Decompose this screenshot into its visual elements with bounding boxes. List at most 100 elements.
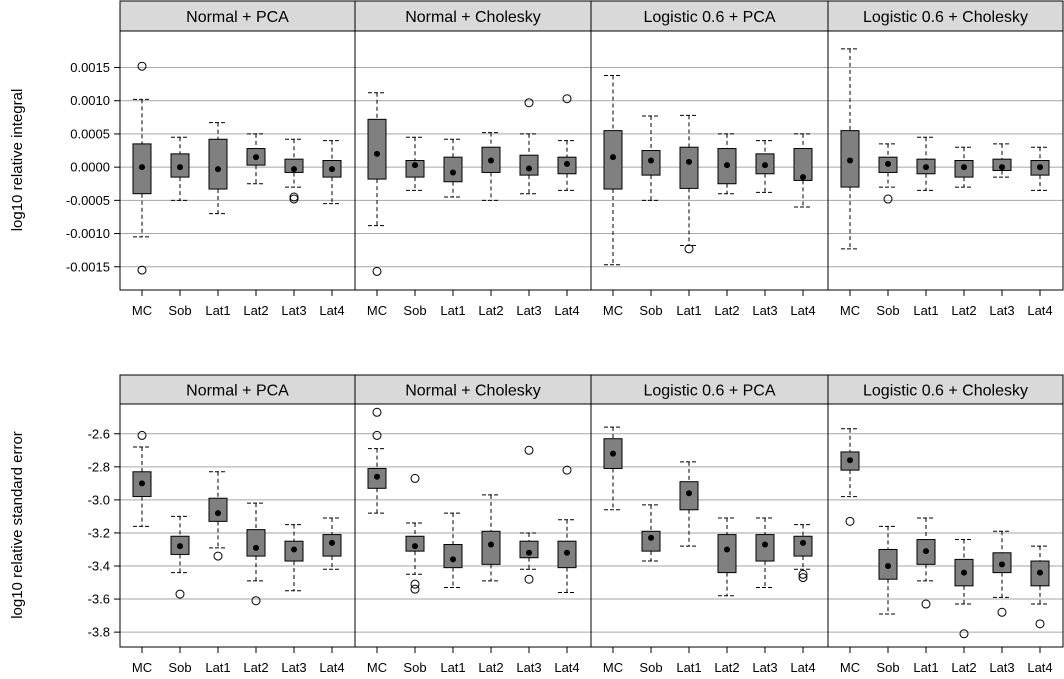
median-dot bbox=[1037, 164, 1043, 171]
box-body bbox=[519, 540, 539, 559]
box-mc bbox=[132, 430, 152, 527]
outlier-point bbox=[137, 430, 147, 440]
box-lat3 bbox=[519, 445, 539, 584]
outlier-point bbox=[372, 407, 382, 417]
median-dot bbox=[724, 546, 730, 553]
box-mc bbox=[367, 407, 387, 514]
median-dot bbox=[800, 174, 806, 181]
box-lat4 bbox=[557, 94, 577, 191]
outlier-point bbox=[137, 61, 147, 71]
panel-title: Logistic 0.6 + Cholesky bbox=[863, 383, 1028, 400]
box-lat3 bbox=[992, 143, 1012, 178]
median-dot bbox=[847, 457, 853, 464]
x-tick-label: Lat4 bbox=[1027, 303, 1052, 318]
box-sob bbox=[641, 504, 661, 562]
panel-title: Normal + PCA bbox=[186, 9, 289, 26]
box-body bbox=[793, 148, 813, 181]
plot-area bbox=[355, 404, 591, 647]
x-tick-label: Lat1 bbox=[676, 660, 701, 675]
median-dot bbox=[999, 561, 1005, 568]
median-dot bbox=[648, 157, 654, 164]
box-lat1 bbox=[916, 136, 936, 191]
median-dot bbox=[488, 541, 494, 548]
x-tick-label: Lat4 bbox=[554, 303, 579, 318]
median-dot bbox=[564, 549, 570, 556]
panel-2: Normal + Cholesky MC Sob Lat1 Lat2 Lat3 Lat4 bbox=[354, 374, 592, 675]
box-lat4 bbox=[322, 517, 342, 570]
box-lat2 bbox=[717, 133, 737, 195]
x-tick-label: Lat1 bbox=[440, 303, 465, 318]
panel-4: Logistic 0.6 + Cholesky MC Sob Lat1 Lat2 Lat3… bbox=[827, 374, 1064, 675]
outlier-point bbox=[372, 266, 382, 276]
x-tick-label: Lat3 bbox=[516, 303, 541, 318]
x-tick-label: Lat1 bbox=[676, 303, 701, 318]
median-dot bbox=[923, 164, 929, 171]
x-tick-label: MC bbox=[603, 303, 623, 318]
box-lat4 bbox=[793, 133, 813, 208]
box-mc bbox=[840, 428, 860, 526]
box-lat1 bbox=[916, 517, 936, 609]
median-dot bbox=[450, 556, 456, 563]
outlier-point bbox=[1035, 619, 1045, 629]
outlier-point bbox=[410, 473, 420, 483]
box-lat3 bbox=[755, 517, 775, 588]
box-lat2 bbox=[954, 539, 974, 639]
outlier-point bbox=[410, 584, 420, 594]
median-dot bbox=[329, 539, 335, 546]
box-lat3 bbox=[755, 140, 775, 193]
x-tick-label: Lat2 bbox=[478, 660, 503, 675]
box-body bbox=[367, 118, 387, 180]
panel-title: Logistic 0.6 + Cholesky bbox=[863, 9, 1028, 26]
y-tick-label: 0.0010 bbox=[70, 93, 110, 108]
box-body bbox=[208, 138, 228, 190]
y-axis-label: log10 relative integral bbox=[9, 89, 26, 232]
median-dot bbox=[139, 164, 145, 171]
outlier-point bbox=[562, 94, 572, 104]
median-dot bbox=[961, 164, 967, 171]
median-dot bbox=[885, 563, 891, 569]
x-tick-label: MC bbox=[840, 303, 860, 318]
outlier-point bbox=[845, 516, 855, 526]
y-tick-label: -0.0010 bbox=[66, 226, 110, 241]
x-tick-label: Lat3 bbox=[281, 303, 306, 318]
x-tick-label: Sob bbox=[639, 660, 662, 675]
x-tick-label: Lat4 bbox=[790, 660, 815, 675]
box-lat4 bbox=[1030, 146, 1050, 191]
panel-strip bbox=[590, 0, 829, 32]
box-lat1 bbox=[208, 122, 228, 215]
median-dot bbox=[253, 154, 259, 161]
panel-2: Normal + Cholesky MC Sob Lat1 Lat2 Lat3 Lat4 bbox=[354, 0, 592, 318]
box-body bbox=[717, 534, 737, 574]
plot-area bbox=[120, 31, 355, 290]
x-tick-label: Lat2 bbox=[714, 660, 739, 675]
y-tick-label: 0.0015 bbox=[70, 60, 110, 75]
box-lat3 bbox=[992, 530, 1012, 617]
outlier-point bbox=[372, 430, 382, 440]
median-dot bbox=[253, 544, 259, 551]
y-tick-label: -3.4 bbox=[88, 559, 110, 574]
y-axis-label: log10 relative standard error bbox=[9, 431, 26, 619]
box-body bbox=[679, 146, 699, 189]
panel-1: Normal + PCA MC Sob Lat1 Lat2 Lat3 Lat4 bbox=[119, 0, 356, 318]
box-lat4 bbox=[793, 524, 813, 583]
median-dot bbox=[847, 157, 853, 164]
y-tick-label: 0.0005 bbox=[70, 126, 110, 141]
y-tick-label: -2.8 bbox=[88, 459, 110, 474]
median-dot bbox=[686, 158, 692, 165]
x-tick-label: MC bbox=[840, 660, 860, 675]
median-dot bbox=[1037, 569, 1043, 576]
x-tick-label: Lat3 bbox=[752, 660, 777, 675]
box-sob bbox=[170, 136, 190, 201]
box-mc bbox=[367, 92, 387, 276]
median-dot bbox=[885, 160, 891, 167]
box-sob bbox=[641, 115, 661, 201]
median-dot bbox=[610, 154, 616, 161]
y-tick-label: -2.6 bbox=[88, 426, 110, 441]
x-tick-label: Lat2 bbox=[951, 303, 976, 318]
median-dot bbox=[450, 169, 456, 176]
box-lat2 bbox=[246, 133, 266, 185]
x-tick-label: Sob bbox=[168, 660, 191, 675]
x-tick-label: Lat4 bbox=[790, 303, 815, 318]
box-lat2 bbox=[954, 146, 974, 188]
y-tick-label: -3.6 bbox=[88, 592, 110, 607]
